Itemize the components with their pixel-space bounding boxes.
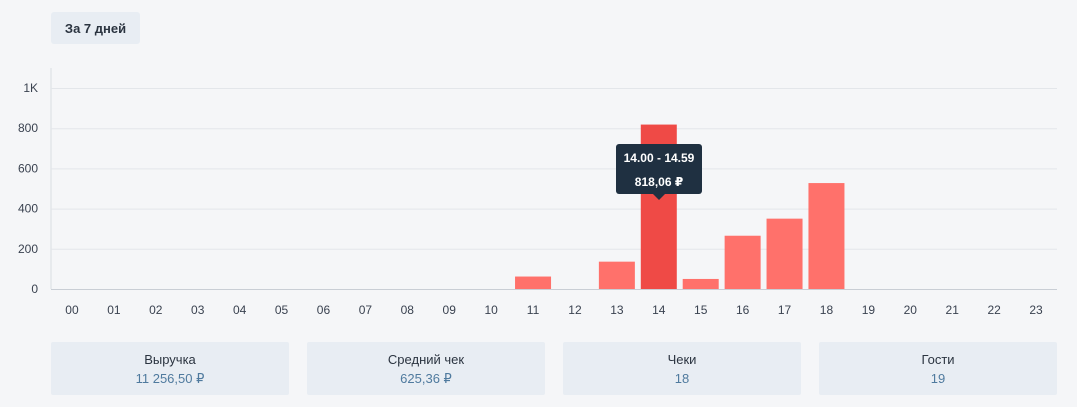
- x-tick-label: 21: [946, 303, 960, 317]
- bar: [515, 276, 552, 289]
- stat-guests-value: 19: [930, 371, 946, 386]
- bar: [808, 183, 845, 289]
- x-tick-label: 05: [275, 303, 289, 317]
- stat-revenue-label: Выручка: [144, 352, 196, 367]
- bar: [682, 278, 719, 289]
- stat-average-check-label: Средний чек: [387, 352, 465, 367]
- y-tick-label: 200: [18, 242, 38, 256]
- period-button[interactable]: За 7 дней: [51, 12, 140, 44]
- x-tick-label: 01: [107, 303, 121, 317]
- chart-tooltip: 14.00 - 14.59 818,06 ₽: [616, 144, 702, 200]
- x-tick-label: 12: [568, 303, 582, 317]
- tooltip-arrow: [653, 194, 665, 200]
- y-tick-label: 600: [18, 161, 38, 175]
- revenue-by-hour-chart: 0 200 400 600 800 1K 00 01 02 03 04 05 06 07 08 09 10 11 1…: [18, 68, 1057, 317]
- stat-revenue: Выручка 11 256,50 ₽: [51, 342, 289, 395]
- x-tick-label: 18: [820, 303, 834, 317]
- stat-checks-value: 18: [674, 371, 690, 386]
- x-tick-label: 14: [652, 303, 666, 317]
- x-tick-label: 00: [65, 303, 79, 317]
- bar: [598, 261, 635, 289]
- x-tick-label: 09: [443, 303, 457, 317]
- stat-checks-label: Чеки: [667, 352, 697, 367]
- x-tick-label: 13: [610, 303, 624, 317]
- x-tick-label: 17: [778, 303, 792, 317]
- x-tick-label: 15: [694, 303, 708, 317]
- stats-panel: Выручка 11 256,50 ₽ Средний чек 625,36 ₽…: [51, 342, 1057, 395]
- bar: [724, 235, 761, 289]
- y-tick-label: 800: [18, 121, 38, 135]
- x-tick-label: 11: [527, 303, 540, 317]
- x-tick-label: 03: [191, 303, 205, 317]
- bar: [766, 218, 803, 289]
- stat-guests: Гости 19: [819, 342, 1057, 395]
- x-tick-label: 08: [401, 303, 415, 317]
- stat-guests-label: Гости: [921, 352, 955, 367]
- stat-average-check-value: 625,36 ₽: [400, 371, 452, 386]
- tooltip-value: 818,06 ₽: [634, 175, 684, 189]
- x-tick-label: 23: [1029, 303, 1043, 317]
- tooltip-range: 14.00 - 14.59: [623, 151, 695, 165]
- y-tick-label: 0: [31, 282, 38, 296]
- x-tick-label: 04: [233, 303, 247, 317]
- stat-checks: Чеки 18: [563, 342, 801, 395]
- stat-revenue-value: 11 256,50 ₽: [135, 371, 205, 386]
- x-tick-label: 07: [359, 303, 373, 317]
- y-tick-label: 400: [18, 202, 38, 216]
- x-tick-label: 02: [149, 303, 163, 317]
- x-tick-label: 06: [317, 303, 331, 317]
- x-tick-label: 19: [862, 303, 876, 317]
- x-tick-label: 22: [987, 303, 1001, 317]
- x-tick-label: 10: [484, 303, 498, 317]
- stat-average-check: Средний чек 625,36 ₽: [307, 342, 545, 395]
- x-tick-label: 20: [904, 303, 918, 317]
- x-tick-label: 16: [736, 303, 750, 317]
- y-tick-label: 1K: [23, 81, 38, 95]
